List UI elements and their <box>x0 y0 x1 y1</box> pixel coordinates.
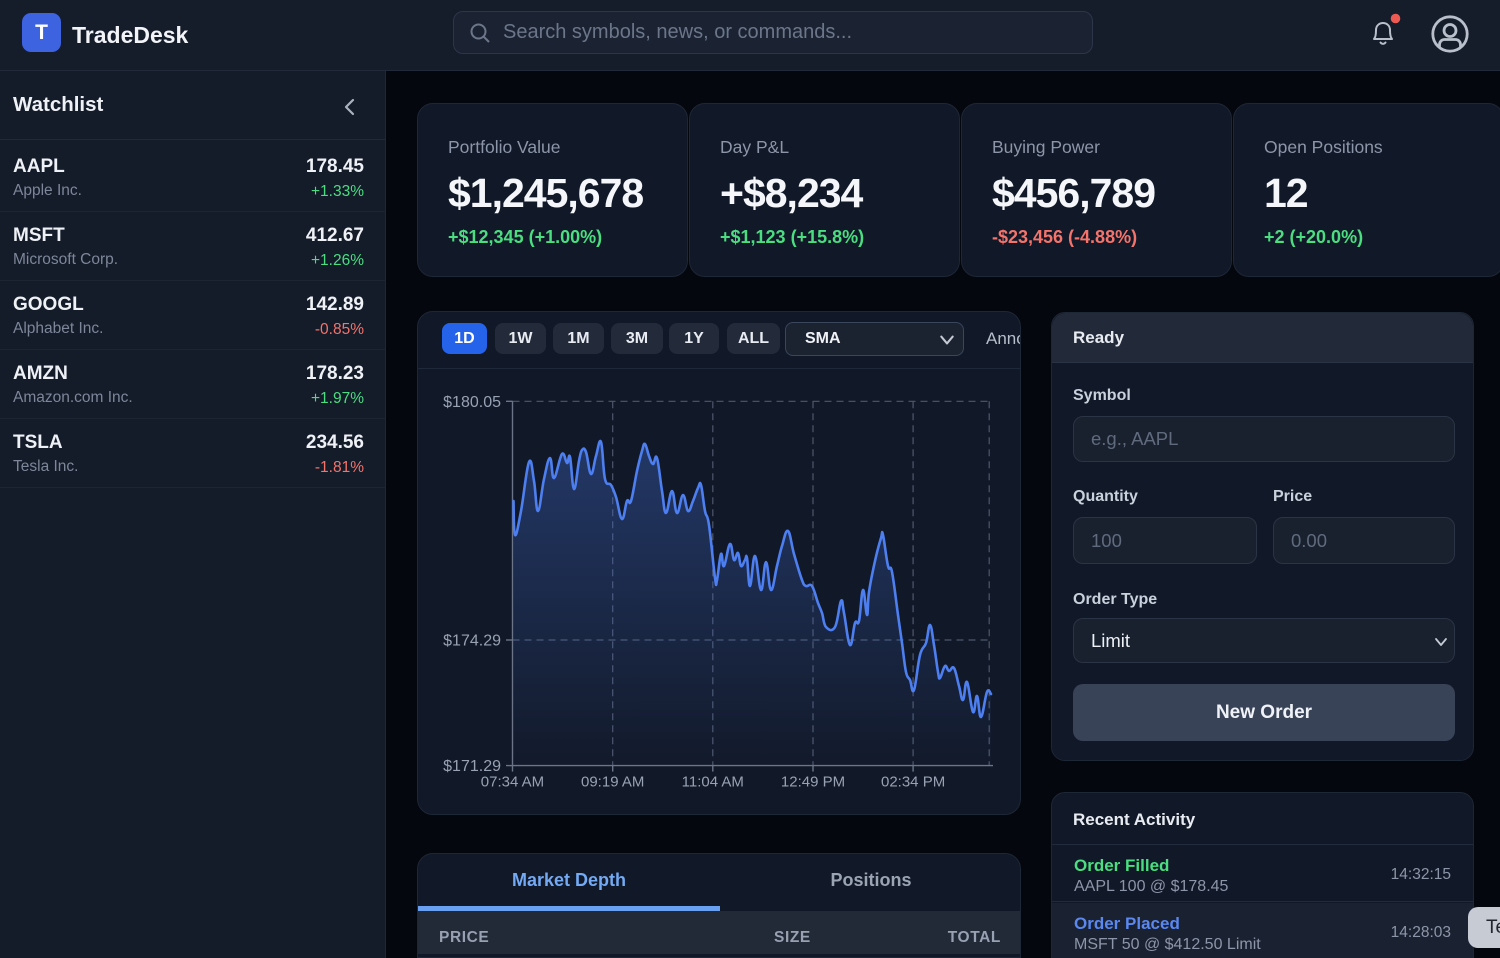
svg-text:$174.29: $174.29 <box>443 633 501 650</box>
svg-text:09:19 AM: 09:19 AM <box>581 774 644 791</box>
svg-text:07:34 AM: 07:34 AM <box>481 774 544 791</box>
svg-text:11:04 AM: 11:04 AM <box>682 774 744 791</box>
svg-text:$180.05: $180.05 <box>443 394 501 411</box>
svg-text:12:49 PM: 12:49 PM <box>781 774 845 791</box>
svg-text:02:34 PM: 02:34 PM <box>881 774 945 791</box>
svg-text:$171.29: $171.29 <box>443 758 501 775</box>
